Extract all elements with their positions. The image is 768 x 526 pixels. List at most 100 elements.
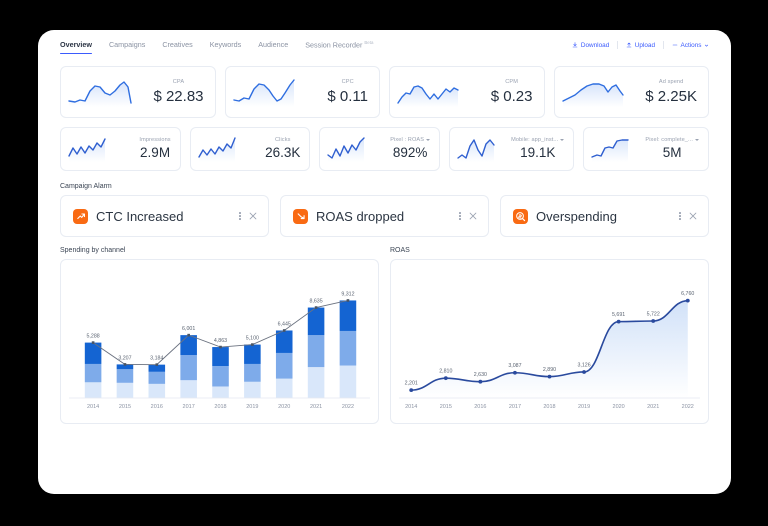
kpi-card-pixel-complete[interactable]: Pixel: complete_... 5M xyxy=(583,127,709,171)
beta-badge: Beta xyxy=(364,40,374,45)
chevron-down-icon[interactable] xyxy=(560,139,565,142)
x-axis-tick-label: 2016 xyxy=(151,404,163,410)
roas-point-label: 6,760 xyxy=(681,291,694,297)
alarm-overspending-label: Overspending xyxy=(536,208,617,224)
kpi-cpa-label: CPA xyxy=(153,79,203,85)
tab-campaigns[interactable]: Campaigns xyxy=(109,40,145,54)
complete-sparkline xyxy=(589,134,641,164)
actions-menu-button[interactable]: Actions xyxy=(672,42,709,49)
tab-campaigns-label: Campaigns xyxy=(108,40,146,50)
alarm-menu-icon[interactable] xyxy=(459,212,461,220)
download-icon xyxy=(572,42,578,48)
tab-overview[interactable]: Overview xyxy=(60,40,92,55)
line-point-label: 3,207 xyxy=(118,355,131,361)
tab-creatives[interactable]: Creatives xyxy=(162,40,192,54)
x-axis-tick-label: 2020 xyxy=(613,404,625,410)
tab-keywords[interactable]: Keywords xyxy=(210,40,242,54)
line-point xyxy=(346,299,350,302)
kpi-card-pixel-roas[interactable]: Pixel : ROAS 892% xyxy=(319,127,441,171)
download-button[interactable]: Download xyxy=(572,42,609,49)
bar-segment xyxy=(148,383,166,398)
line-point-label: 9,312 xyxy=(341,291,354,297)
line-point-label: 5,100 xyxy=(246,336,259,342)
upload-button[interactable]: Upload xyxy=(626,42,655,49)
kpi-card-clicks[interactable]: Clicks 26.3K xyxy=(189,127,311,171)
spending-by-channel-chart[interactable]: 5,288 3,207 3,184 6,001 4,863 5,100 6,445 8,635… xyxy=(60,259,379,424)
roas-point xyxy=(582,370,586,374)
kpi-card-cpc[interactable]: CPC $ 0.11 xyxy=(224,66,380,118)
kpi-cpm-label-text: CPM xyxy=(505,79,518,86)
bar-segment xyxy=(148,364,166,372)
x-axis-tick-label: 2017 xyxy=(509,404,521,410)
bar-segment xyxy=(148,371,166,384)
roas-point xyxy=(478,379,483,384)
dashboard-window: Overview Campaigns Creatives Keywords Au… xyxy=(38,30,731,494)
impressions-sparkline xyxy=(66,134,118,164)
line-point xyxy=(123,363,127,366)
alarm-menu-icon[interactable] xyxy=(239,212,241,220)
bar-segment xyxy=(180,335,197,356)
close-icon[interactable] xyxy=(248,211,258,221)
bar-segment xyxy=(244,363,261,382)
roas-point-label: 3,126 xyxy=(577,363,590,369)
cpa-sparkline xyxy=(67,75,145,109)
alarm-card-ctc-increased[interactable]: CTC Increased xyxy=(60,195,269,237)
chevron-down-icon[interactable] xyxy=(694,139,699,142)
close-icon[interactable] xyxy=(468,211,478,221)
toolbar-divider-2 xyxy=(663,41,665,49)
alarm-controls xyxy=(459,211,478,221)
roas-point xyxy=(616,319,621,324)
kpi-pixel-roas-text: Pixel : ROAS 892% xyxy=(390,137,431,161)
kpi-card-cpm[interactable]: CPM $ 0.23 xyxy=(389,66,545,118)
tab-session-recorder[interactable]: Session Recorder Beta xyxy=(305,40,373,54)
bar-segment xyxy=(116,382,134,398)
kpi-pixel-complete-value: 5M xyxy=(662,145,682,161)
roas-sparkline xyxy=(325,134,377,164)
bar-segment xyxy=(244,381,261,398)
line-point xyxy=(155,363,159,366)
line-point xyxy=(314,306,318,309)
kpi-cpc-value: $ 0.11 xyxy=(327,87,368,105)
trend-up-icon xyxy=(73,208,88,224)
bar-segment xyxy=(116,364,134,370)
line-point-label: 5,288 xyxy=(86,334,99,340)
x-axis-tick-label: 2022 xyxy=(682,404,694,410)
roas-point-label: 2,810 xyxy=(439,369,452,375)
line-point xyxy=(251,343,254,346)
roas-chart[interactable]: 2,201 2,810 2,630 3,087 2,890 3,126 5,691 5,722… xyxy=(390,259,709,424)
alarm-menu-icon[interactable] xyxy=(679,212,681,220)
x-axis-tick-label: 2014 xyxy=(405,404,417,410)
kpi-row-primary: CPA $ 22.83 CPC $ 0.11 xyxy=(38,66,731,118)
roas-area-fill xyxy=(411,300,688,398)
kpi-mobile-app-install-text: Mobile: app_inst... 19.1K xyxy=(511,137,565,161)
kpi-pixel-complete-label-text: Pixel: complete_... xyxy=(645,137,693,144)
kpi-impressions-label: Impressions xyxy=(139,137,170,143)
line-point-label: 3,184 xyxy=(150,356,163,362)
alarm-card-roas-dropped[interactable]: ROAS dropped xyxy=(280,195,489,237)
kpi-pixel-complete-label: Pixel: complete_... xyxy=(645,137,699,143)
bar-segment xyxy=(244,344,261,364)
kpi-card-cpa[interactable]: CPA $ 22.83 xyxy=(60,66,216,118)
kpi-card-adspend[interactable]: Ad spend $ 2.25K xyxy=(553,66,709,118)
kpi-adspend-text: Ad spend $ 2.25K xyxy=(645,79,697,105)
dash-icon xyxy=(672,42,678,48)
roas-point-label: 5,722 xyxy=(647,312,660,318)
chevron-down-icon[interactable] xyxy=(426,139,431,142)
roas-point-label: 3,087 xyxy=(508,363,521,369)
kpi-card-mobile-app-install[interactable]: Mobile: app_inst... 19.1K xyxy=(449,127,575,171)
download-label: Download xyxy=(580,41,610,49)
kpi-adspend-label-text: Ad spend xyxy=(658,79,684,86)
alarm-ctc-increased-label: CTC Increased xyxy=(96,208,184,224)
bar-segment xyxy=(339,330,357,366)
x-axis-tick-label: 2018 xyxy=(214,404,226,410)
close-icon[interactable] xyxy=(688,211,698,221)
tab-audience[interactable]: Audience xyxy=(258,40,288,54)
money-alert-icon xyxy=(513,208,528,224)
kpi-cpc-text: CPC $ 0.11 xyxy=(327,79,368,105)
kpi-clicks-text: Clicks 26.3K xyxy=(265,137,300,161)
line-point xyxy=(219,345,222,349)
kpi-mobile-app-install-label-text: Mobile: app_inst... xyxy=(511,137,559,144)
alarm-card-overspending[interactable]: Overspending xyxy=(500,195,709,237)
roas-point-label: 2,890 xyxy=(543,367,556,373)
kpi-card-impressions[interactable]: Impressions 2.9M xyxy=(60,127,181,171)
